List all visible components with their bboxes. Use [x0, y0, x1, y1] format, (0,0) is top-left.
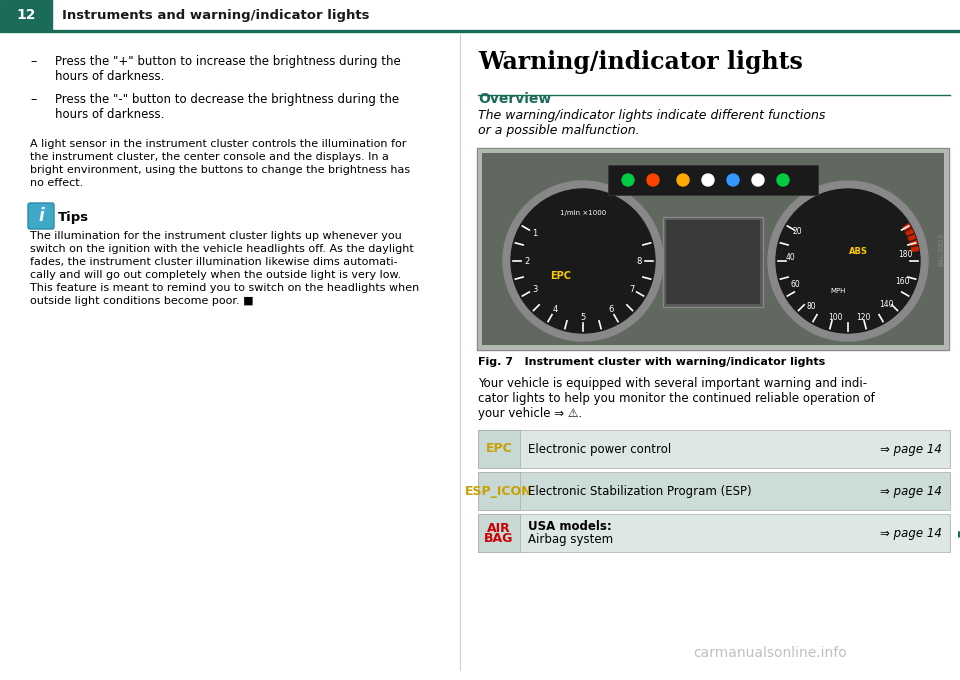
Text: hours of darkness.: hours of darkness. — [55, 108, 164, 121]
Text: cally and will go out completely when the outside light is very low.: cally and will go out completely when th… — [30, 270, 401, 280]
Bar — [663, 217, 763, 307]
Text: A light sensor in the instrument cluster controls the illumination for: A light sensor in the instrument cluster… — [30, 139, 406, 149]
Text: B4L-0923: B4L-0923 — [938, 233, 944, 266]
Text: Tips: Tips — [58, 211, 89, 224]
Circle shape — [503, 181, 663, 341]
Text: ESP_ICON: ESP_ICON — [466, 484, 533, 498]
Text: the instrument cluster, the center console and the displays. In a: the instrument cluster, the center conso… — [30, 152, 389, 162]
Text: cator lights to help you monitor the continued reliable operation of: cator lights to help you monitor the con… — [478, 392, 875, 405]
Text: 100: 100 — [828, 313, 843, 322]
Text: 4: 4 — [552, 305, 558, 314]
FancyBboxPatch shape — [28, 203, 54, 229]
Text: hours of darkness.: hours of darkness. — [55, 70, 164, 83]
Circle shape — [511, 189, 655, 333]
Text: 140: 140 — [879, 300, 894, 309]
Text: MPH: MPH — [830, 288, 846, 294]
Text: BAG: BAG — [484, 532, 514, 545]
Text: 160: 160 — [895, 277, 909, 286]
Circle shape — [768, 181, 928, 341]
Circle shape — [702, 174, 714, 186]
Bar — [478, 430, 950, 468]
Bar — [478, 514, 520, 552]
Text: 40: 40 — [785, 254, 795, 262]
Text: EPC: EPC — [550, 271, 571, 281]
Text: ⇒ page 14: ⇒ page 14 — [880, 443, 942, 456]
Text: no effect.: no effect. — [30, 178, 84, 188]
Text: 7: 7 — [629, 284, 635, 294]
Text: The illumination for the instrument cluster lights up whenever you: The illumination for the instrument clus… — [30, 231, 401, 241]
Circle shape — [727, 174, 739, 186]
Text: fades, the instrument cluster illumination likewise dims automati-: fades, the instrument cluster illuminati… — [30, 257, 397, 267]
Text: This feature is meant to remind you to switch on the headlights when: This feature is meant to remind you to s… — [30, 283, 420, 293]
Circle shape — [622, 174, 634, 186]
Bar — [666, 220, 760, 304]
Circle shape — [776, 189, 920, 333]
Text: The warning/indicator lights indicate different functions: The warning/indicator lights indicate di… — [478, 109, 826, 122]
Text: –: – — [30, 55, 36, 68]
Text: –: – — [30, 93, 36, 106]
Bar — [482, 153, 944, 345]
Circle shape — [752, 174, 764, 186]
Text: 2: 2 — [524, 256, 530, 265]
Text: 60: 60 — [790, 280, 800, 289]
Text: AIR: AIR — [487, 522, 511, 534]
Text: 8: 8 — [636, 256, 641, 265]
Text: Your vehicle is equipped with several important warning and indi-: Your vehicle is equipped with several im… — [478, 377, 867, 390]
Text: ⇒ page 14: ⇒ page 14 — [880, 526, 942, 539]
Text: 1/min ×1000: 1/min ×1000 — [560, 210, 606, 216]
Text: 120: 120 — [855, 313, 870, 322]
Text: your vehicle ⇒ ⚠.: your vehicle ⇒ ⚠. — [478, 407, 582, 420]
Text: 6: 6 — [609, 305, 613, 314]
Text: i: i — [38, 207, 44, 225]
Text: 3: 3 — [532, 284, 538, 294]
Bar — [608, 165, 818, 195]
Circle shape — [777, 174, 789, 186]
Text: Press the "-" button to decrease the brightness during the: Press the "-" button to decrease the bri… — [55, 93, 399, 106]
Text: EPC: EPC — [486, 443, 513, 456]
Text: Electronic power control: Electronic power control — [528, 443, 671, 456]
Bar — [478, 149, 948, 349]
Bar — [0, 0, 52, 30]
Text: bright environment, using the buttons to change the brightness has: bright environment, using the buttons to… — [30, 165, 410, 175]
Wedge shape — [911, 246, 920, 252]
Bar — [478, 472, 520, 510]
Text: USA models:: USA models: — [528, 520, 612, 533]
Bar — [478, 472, 950, 510]
Text: Overview: Overview — [478, 92, 551, 106]
Text: or a possible malfunction.: or a possible malfunction. — [478, 124, 639, 137]
Bar — [0, 30, 960, 32]
Text: 5: 5 — [581, 313, 586, 322]
Wedge shape — [909, 240, 918, 247]
Wedge shape — [907, 234, 917, 241]
Bar — [478, 430, 520, 468]
Text: ABS: ABS — [849, 247, 868, 256]
Circle shape — [647, 174, 659, 186]
Text: 20: 20 — [793, 228, 803, 237]
Text: 180: 180 — [899, 250, 913, 260]
Text: Warning/indicator lights: Warning/indicator lights — [478, 50, 803, 74]
Text: Fig. 7   Instrument cluster with warning/indicator lights: Fig. 7 Instrument cluster with warning/i… — [478, 357, 826, 367]
Text: carmanualsonline.info: carmanualsonline.info — [693, 646, 847, 660]
Text: Airbag system: Airbag system — [528, 533, 613, 546]
Bar — [478, 514, 950, 552]
Text: Electronic Stabilization Program (ESP): Electronic Stabilization Program (ESP) — [528, 484, 752, 498]
Text: ►: ► — [958, 526, 960, 540]
Text: 1: 1 — [532, 228, 538, 237]
Text: Press the "+" button to increase the brightness during the: Press the "+" button to increase the bri… — [55, 55, 400, 68]
Text: ⇒ page 14: ⇒ page 14 — [880, 484, 942, 498]
Text: Instruments and warning/indicator lights: Instruments and warning/indicator lights — [62, 9, 370, 22]
Text: 12: 12 — [16, 8, 36, 22]
Circle shape — [677, 174, 689, 186]
Wedge shape — [902, 223, 912, 231]
Wedge shape — [905, 228, 914, 236]
Text: 80: 80 — [806, 301, 816, 311]
Text: outside light conditions become poor. ■: outside light conditions become poor. ■ — [30, 296, 253, 306]
Text: switch on the ignition with the vehicle headlights off. As the daylight: switch on the ignition with the vehicle … — [30, 244, 414, 254]
Bar — [477, 148, 949, 350]
